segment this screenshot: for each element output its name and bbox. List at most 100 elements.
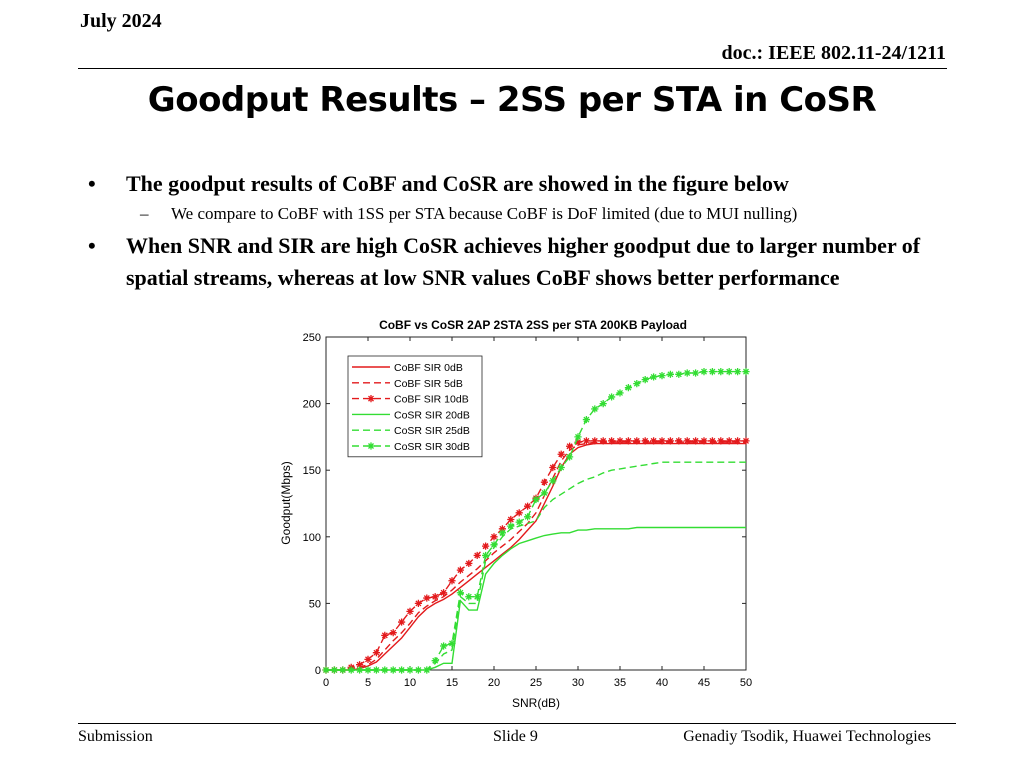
data-point-marker: [431, 593, 439, 601]
data-point-marker: [692, 437, 700, 445]
legend: CoBF SIR 0dB CoBF SIR 5dB CoBF SIR 10dB CoS…: [347, 355, 483, 458]
bullet-text: When SNR and SIR are high CoSR achieves …: [126, 233, 921, 290]
data-point-marker: [549, 477, 557, 485]
legend-entry: CoSR SIR 20dB: [352, 409, 470, 421]
data-point-marker: [608, 393, 616, 401]
data-point-marker: [456, 589, 464, 597]
x-tick-label: 20: [488, 677, 500, 689]
data-point-marker: [524, 513, 532, 521]
data-point-marker: [717, 368, 725, 376]
footer-submission: Submission: [78, 728, 153, 745]
data-point-marker: [398, 666, 406, 674]
data-point-marker: [650, 373, 658, 381]
data-point-marker: [599, 400, 607, 408]
data-point-marker: [557, 463, 565, 472]
data-point-marker: [675, 370, 683, 378]
x-tick-label: 40: [656, 677, 668, 689]
data-point-marker: [498, 529, 506, 537]
data-point-marker: [515, 518, 523, 526]
x-tick-label: 50: [740, 677, 752, 689]
data-point-marker: [591, 437, 599, 445]
series-line: [326, 442, 746, 671]
slide-title: Goodput Results – 2SS per STA in CoSR: [147, 80, 877, 120]
data-point-marker: [440, 642, 448, 650]
legend-label: CoBF SIR 10dB: [394, 394, 469, 406]
data-point-marker: [389, 629, 397, 637]
x-tick-label: 0: [323, 677, 329, 689]
x-tick-label: 5: [365, 677, 371, 689]
data-point-marker: [482, 542, 490, 550]
data-point-marker: [599, 437, 607, 445]
legend-entry: CoSR SIR 30dB: [352, 441, 470, 453]
data-point-marker: [549, 463, 557, 472]
header-divider: [78, 68, 947, 69]
x-tick-label: 15: [446, 677, 458, 689]
x-tick-label: 35: [614, 677, 626, 689]
data-point-marker: [540, 478, 548, 486]
data-point-marker: [683, 437, 691, 445]
data-point-marker: [356, 661, 364, 669]
chart-title: CoBF vs CoSR 2AP 2STA 2SS per STA 200KB …: [379, 318, 687, 332]
data-point-marker: [347, 666, 355, 674]
data-point-marker: [406, 607, 414, 615]
data-point-marker: [330, 666, 338, 674]
data-point-marker: [734, 368, 742, 376]
data-point-marker: [389, 666, 397, 674]
legend-label: CoSR SIR 25dB: [394, 425, 470, 437]
data-point-marker: [666, 437, 674, 445]
x-tick-label: 30: [572, 677, 584, 689]
data-point-marker: [364, 666, 372, 674]
y-tick-label: 0: [315, 665, 321, 677]
bullet-text: The goodput results of CoBF and CoSR are…: [126, 171, 789, 196]
legend-entry: CoBF SIR 5dB: [352, 378, 463, 390]
series-group: [322, 368, 750, 674]
data-point-marker: [708, 437, 716, 445]
data-point-marker: [448, 577, 456, 585]
data-point-marker: [490, 533, 498, 541]
sub-bullet-item: – We compare to CoBF with 1SS per STA be…: [88, 202, 948, 226]
data-point-marker: [725, 368, 733, 376]
data-point-marker: [591, 405, 599, 413]
series-1: [326, 442, 746, 671]
data-point-marker: [616, 437, 624, 445]
data-point-marker: [566, 453, 574, 461]
data-point-marker: [608, 437, 616, 445]
data-point-marker: [423, 594, 431, 602]
data-point-marker: [582, 415, 590, 424]
data-point-marker: [456, 566, 464, 574]
data-point-marker: [465, 559, 473, 568]
y-tick-label: 50: [309, 598, 321, 610]
data-point-marker: [440, 589, 448, 597]
data-point-marker: [406, 666, 414, 674]
data-point-marker: [367, 395, 375, 403]
y-axis-label: Goodput(Mbps): [279, 461, 293, 544]
data-point-marker: [322, 666, 330, 674]
data-point-marker: [666, 370, 674, 378]
footer-slide-number: Slide 9: [493, 728, 538, 745]
data-point-marker: [574, 438, 582, 446]
x-tick-label: 45: [698, 677, 710, 689]
data-point-marker: [356, 666, 364, 674]
data-point-marker: [507, 522, 515, 530]
x-tick-label: 25: [530, 677, 542, 689]
data-point-marker: [700, 437, 708, 445]
data-point-marker: [339, 666, 347, 674]
series-3: [322, 437, 750, 674]
data-point-marker: [414, 599, 422, 607]
bullet-item: • The goodput results of CoBF and CoSR a…: [88, 168, 948, 200]
bullet-dot: •: [88, 171, 96, 196]
data-point-marker: [498, 525, 506, 533]
bullet-item: • When SNR and SIR are high CoSR achieve…: [88, 230, 948, 294]
legend-label: CoBF SIR 5dB: [394, 378, 463, 390]
y-tick-label: 200: [303, 399, 321, 411]
series-2: [326, 441, 746, 671]
data-point-marker: [708, 368, 716, 376]
data-point-marker: [381, 666, 389, 674]
y-tick-label: 100: [303, 532, 321, 544]
data-point-marker: [675, 437, 683, 445]
legend-label: CoBF SIR 0dB: [394, 362, 463, 374]
data-point-marker: [540, 489, 548, 497]
data-point-marker: [473, 551, 481, 560]
data-point-marker: [658, 437, 666, 445]
data-point-marker: [574, 433, 582, 441]
